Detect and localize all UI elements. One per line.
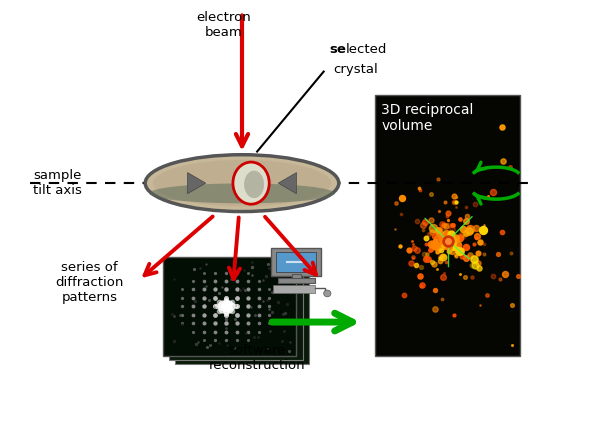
Text: software
reconstruction: software reconstruction	[209, 344, 306, 372]
Polygon shape	[278, 173, 296, 194]
Text: series of
diffraction
patterns: series of diffraction patterns	[55, 261, 124, 304]
Ellipse shape	[153, 160, 331, 206]
Text: crystal: crystal	[333, 63, 378, 76]
Ellipse shape	[149, 184, 335, 203]
Ellipse shape	[244, 171, 264, 198]
Bar	[273, 285, 315, 293]
Text: se: se	[330, 43, 347, 56]
Text: sample
tilt axis: sample tilt axis	[33, 169, 82, 197]
Bar	[175, 265, 309, 364]
Bar	[169, 261, 302, 360]
Bar	[278, 278, 315, 283]
Ellipse shape	[233, 162, 269, 204]
Polygon shape	[188, 173, 206, 194]
Text: 3D reciprocal
volume: 3D reciprocal volume	[381, 103, 474, 133]
Bar	[271, 248, 321, 276]
Ellipse shape	[145, 155, 339, 211]
Bar	[276, 252, 316, 272]
Text: lected: lected	[345, 43, 387, 56]
Bar	[375, 95, 520, 356]
Ellipse shape	[324, 290, 331, 297]
Text: electron
beam: electron beam	[197, 11, 251, 39]
Bar	[292, 274, 301, 279]
Bar	[163, 257, 296, 356]
